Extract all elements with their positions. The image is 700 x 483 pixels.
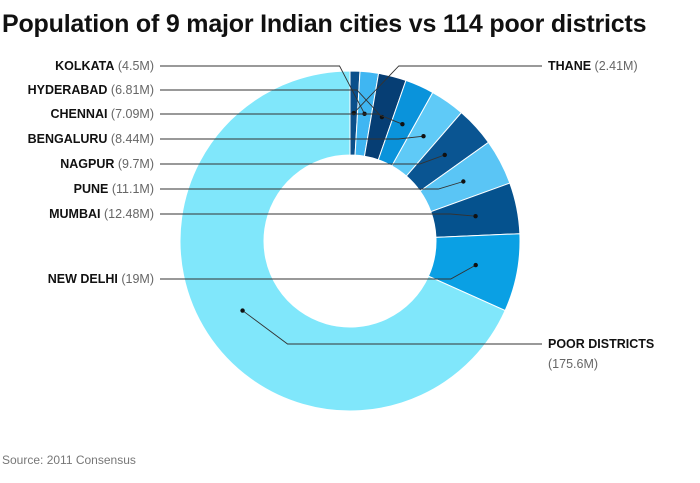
leader-mumbai [160,213,476,217]
leader-dot-pune [461,179,466,184]
leader-dot-poor-districts [240,308,245,313]
label-value-chennai: (7.09M) [107,107,154,121]
label-value-poor-districts: (175.6M) [548,357,598,371]
label-value-mumbai: (12.48M) [101,207,155,221]
label-kolkata: KOLKATA (4.5M) [55,59,154,73]
label-mumbai: MUMBAI (12.48M) [49,207,154,221]
leader-chennai [160,113,403,125]
chart-title: Population of 9 major Indian cities vs 1… [2,10,647,38]
label-name-chennai: CHENNAI [51,107,108,121]
leader-thane [353,65,542,114]
label-value-nagpur: (9.7M) [114,157,154,171]
leader-new-delhi [160,264,476,280]
label-value-hyderabad: (6.81M) [107,83,154,97]
label-nagpur: NAGPUR (9.7M) [60,157,154,171]
leader-poor-districts [242,310,542,345]
leader-dot-new-delhi [473,262,478,268]
label-name-poor-districts: POOR DISTRICTS [548,337,654,351]
label-name-thane: THANE [548,59,591,73]
label-chennai: CHENNAI (7.09M) [51,107,155,121]
label-name-bengaluru: BENGALURU [28,132,108,146]
label-name-mumbai: MUMBAI [49,207,100,221]
leader-dot-thane [351,110,356,116]
label-value-thane: (2.41M) [591,59,638,73]
label-value-kolkata: (4.5M) [114,59,154,73]
leader-nagpur [160,154,445,165]
label-name-nagpur: NAGPUR [60,157,114,171]
slice-poor-districts [179,70,506,412]
leader-dot-bengaluru [421,134,426,139]
leader-kolkata [160,65,365,115]
label-poor-districts: POOR DISTRICTS (175.6M) [548,337,654,371]
slice-labels: THANE (2.41M) KOLKATA (4.5M) HYDERABAD (6.… [28,59,655,371]
label-name-hyderabad: HYDERABAD [28,83,108,97]
label-bengaluru: BENGALURU (8.44M) [28,132,154,146]
chart-source: Source: 2011 Consensus [2,453,136,467]
label-value-pune: (11.1M) [108,182,154,196]
leader-dot-chennai [400,122,405,127]
leader-pune [160,181,464,190]
leader-dot-nagpur [442,152,447,158]
donut-slices [179,70,521,412]
leader-bengaluru [160,135,424,140]
label-value-bengaluru: (8.44M) [107,132,154,146]
label-name-new-delhi: NEW DELHI [48,272,118,286]
leader-hyderabad [160,89,383,118]
label-hyderabad: HYDERABAD (6.81M) [28,83,154,97]
leader-dot-mumbai [473,213,478,219]
label-pune: PUNE (11.1M) [74,182,154,196]
leader-lines [160,65,542,345]
label-name-kolkata: KOLKATA [55,59,114,73]
label-name-pune: PUNE [74,182,109,196]
label-thane: THANE (2.41M) [548,59,638,73]
label-new-delhi: NEW DELHI (19M) [48,272,154,286]
label-value-new-delhi: (19M) [118,272,154,286]
